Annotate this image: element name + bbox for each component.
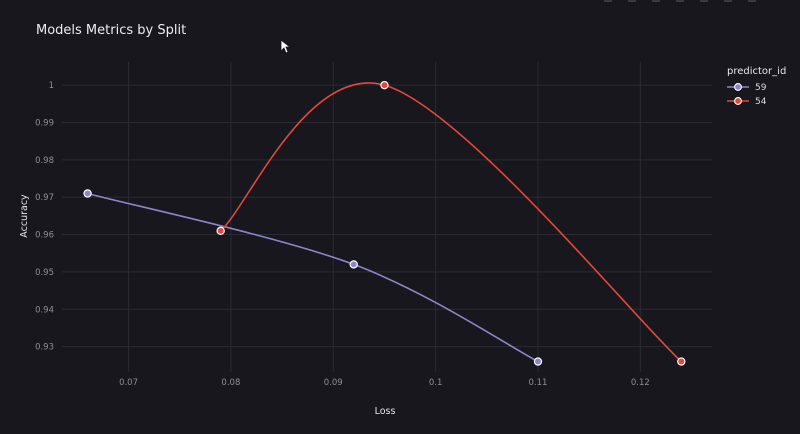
y-tick-label: 0.98: [35, 156, 54, 166]
legend: predictor_id 59 54: [727, 66, 786, 107]
modebar[interactable]: [604, 0, 756, 2]
modebar-button-icon[interactable]: [724, 0, 732, 2]
data-point[interactable]: [83, 189, 92, 198]
series-54[interactable]: [216, 80, 686, 366]
data-point[interactable]: [380, 80, 389, 90]
x-tick-label: 0.1: [429, 378, 443, 388]
legend-title: predictor_id: [727, 66, 786, 77]
y-tick-label: 0.96: [35, 231, 54, 241]
modebar-button-icon[interactable]: [676, 0, 684, 2]
y-tick-label: 0.97: [35, 193, 54, 203]
gridlines: [62, 62, 712, 372]
series-line[interactable]: [220, 82, 682, 363]
series-layer: [83, 80, 686, 366]
legend-item-59[interactable]: 59: [727, 83, 767, 93]
y-tick-label: 0.99: [35, 119, 54, 129]
y-axis-title: Accuracy: [19, 194, 30, 238]
legend-label: 54: [755, 97, 767, 107]
data-point[interactable]: [349, 260, 358, 269]
data-point[interactable]: [677, 357, 686, 366]
legend-item-54[interactable]: 54: [727, 97, 767, 107]
modebar-button-icon[interactable]: [652, 0, 660, 2]
y-tick-label: 0.95: [35, 268, 54, 278]
y-tick-label: 1: [49, 81, 54, 91]
series-line[interactable]: [87, 192, 539, 363]
y-tick-label: 0.93: [35, 343, 54, 353]
x-tick-label: 0.09: [324, 378, 343, 388]
legend-marker: [734, 97, 742, 105]
modebar-button-icon[interactable]: [700, 0, 708, 2]
modebar-button-icon[interactable]: [628, 0, 636, 2]
x-axis-title: Loss: [375, 406, 396, 417]
data-point[interactable]: [533, 357, 543, 366]
x-tick-label: 0.08: [221, 378, 240, 388]
data-point[interactable]: [216, 226, 225, 236]
x-tick-label: 0.12: [631, 378, 650, 388]
x-tick-label: 0.11: [529, 378, 548, 388]
modebar-button-icon[interactable]: [604, 0, 612, 2]
modebar-button-icon[interactable]: [748, 0, 756, 2]
y-axis-ticks: 0.93 0.94 0.95 0.96 0.97 0.98 0.99 1: [35, 81, 54, 352]
mouse-cursor-icon: [280, 39, 292, 54]
legend-marker: [734, 83, 742, 91]
series-59[interactable]: [83, 189, 543, 366]
x-tick-label: 0.07: [119, 378, 138, 388]
x-axis-ticks: 0.07 0.08 0.09 0.1 0.11 0.12: [119, 378, 650, 388]
legend-label: 59: [755, 83, 767, 93]
chart-title: Models Metrics by Split: [36, 23, 186, 38]
y-tick-label: 0.94: [35, 305, 54, 315]
